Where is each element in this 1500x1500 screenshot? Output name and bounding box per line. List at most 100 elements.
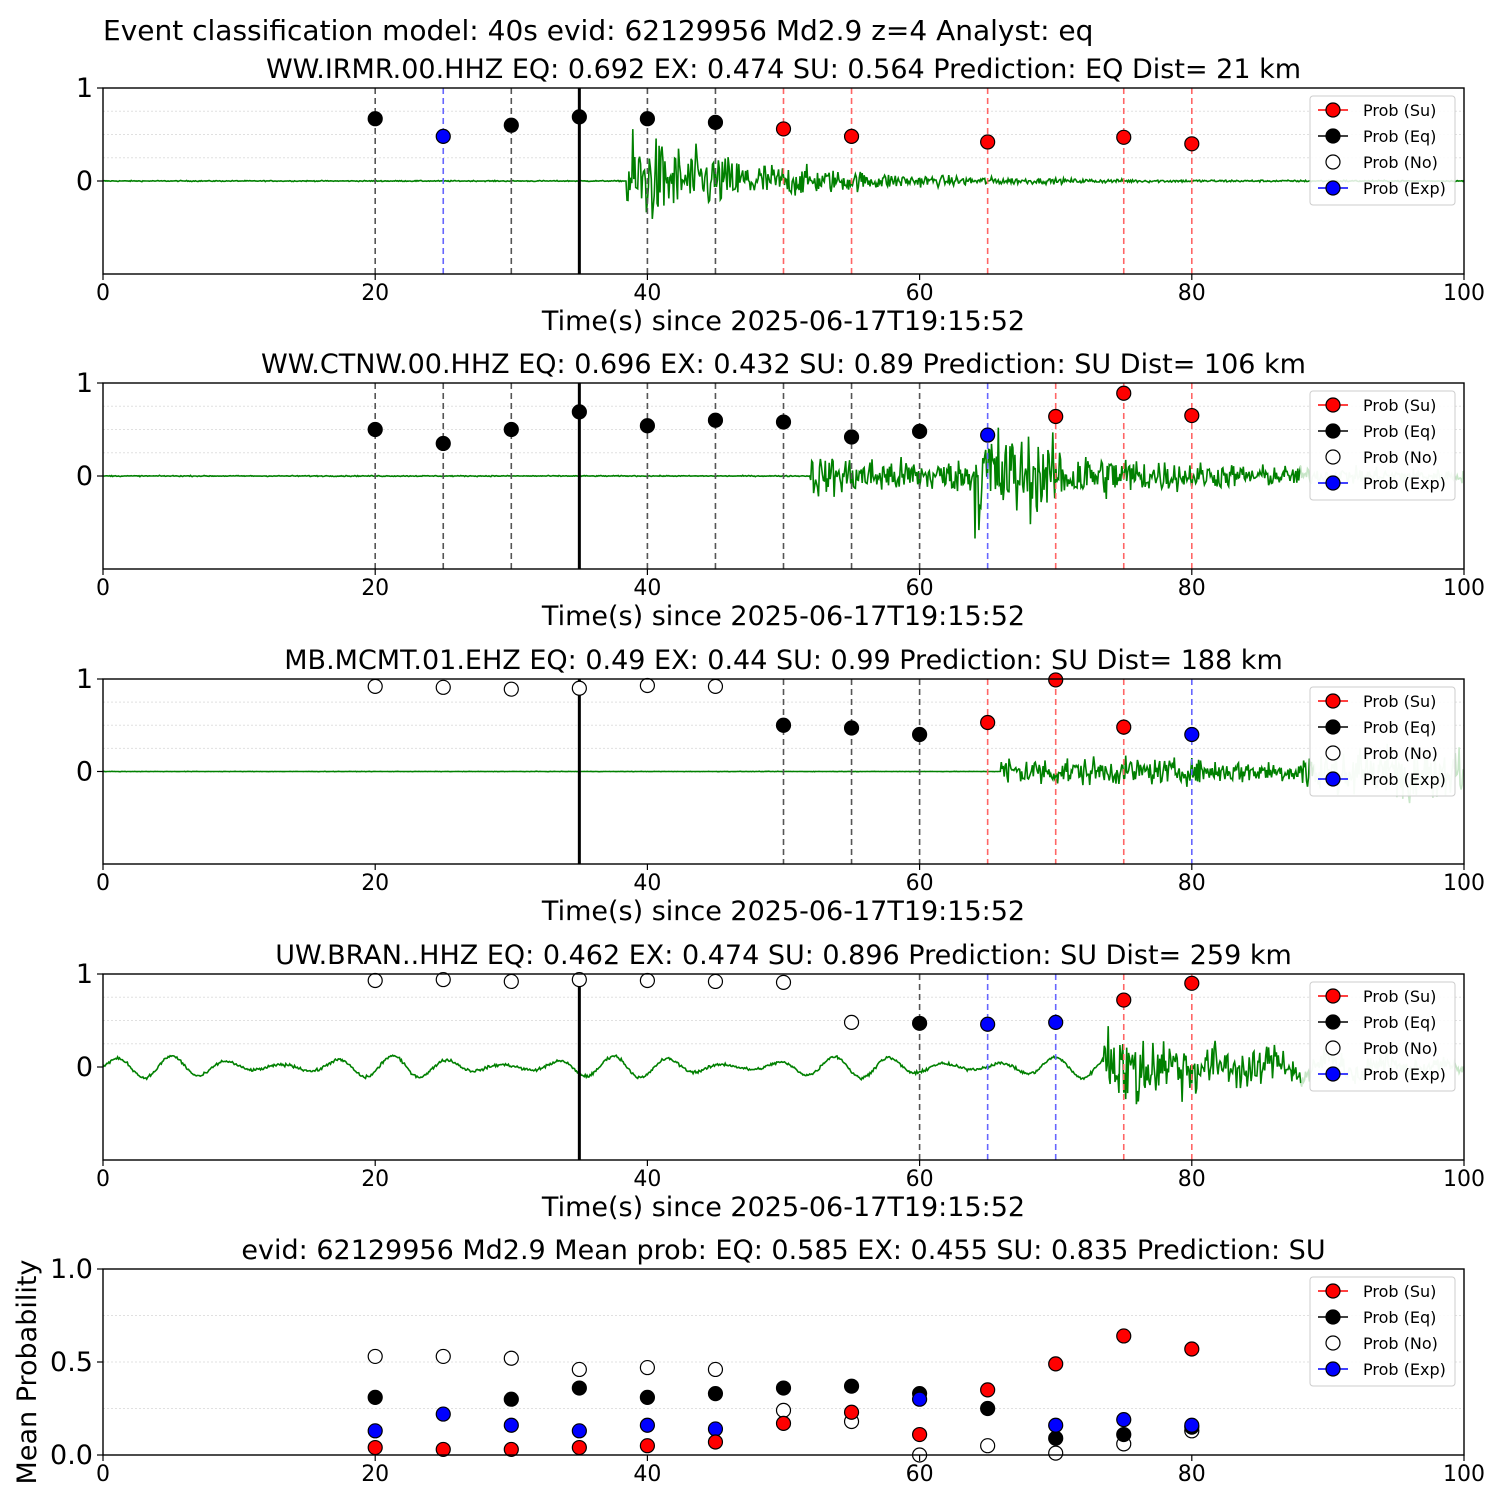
x-axis-label: Time(s) since 2025-06-17T19:15:52 xyxy=(541,601,1025,632)
y-tick-label: 0 xyxy=(76,757,93,788)
legend-label: Prob (Su) xyxy=(1363,692,1436,711)
mean-point-exp xyxy=(707,1421,724,1437)
prob-point-eq xyxy=(639,418,656,434)
panel-5: evid: 62129956 Md2.9 Mean prob: EQ: 0.58… xyxy=(12,1235,1485,1487)
panel-title: evid: 62129956 Md2.9 Mean prob: EQ: 0.58… xyxy=(241,1235,1325,1266)
panel-title: WW.CTNW.00.HHZ EQ: 0.696 EX: 0.432 SU: 0… xyxy=(261,349,1306,380)
x-tick-label: 80 xyxy=(1178,281,1206,306)
prob-point-no xyxy=(639,677,656,694)
legend-label: Prob (No) xyxy=(1363,153,1438,172)
x-tick-label: 100 xyxy=(1443,871,1485,896)
mean-point-su xyxy=(367,1439,383,1456)
legend-label: Prob (Eq) xyxy=(1363,1013,1436,1032)
mean-point-su xyxy=(435,1441,451,1458)
waveform-trace xyxy=(103,427,1302,539)
prob-point-no xyxy=(503,973,519,990)
prob-point-eq xyxy=(503,421,519,438)
prob-point-eq xyxy=(639,111,656,127)
legend-label: Prob (Eq) xyxy=(1363,718,1436,737)
prob-point-exp xyxy=(980,427,996,443)
panel-4: UW.BRAN..HHZ EQ: 0.462 EX: 0.474 SU: 0.8… xyxy=(76,940,1485,1223)
x-tick-label: 100 xyxy=(1443,1462,1485,1487)
prob-point-su xyxy=(775,121,792,137)
panel-2: WW.CTNW.00.HHZ EQ: 0.696 EX: 0.432 SU: 0… xyxy=(76,349,1485,632)
x-tick-label: 0 xyxy=(96,281,110,306)
mean-point-eq xyxy=(980,1400,996,1417)
x-tick-label: 0 xyxy=(96,576,110,601)
mean-point-exp xyxy=(367,1423,383,1439)
x-tick-label: 20 xyxy=(361,576,389,601)
legend-marker-exp xyxy=(1325,1066,1341,1082)
prob-point-su xyxy=(1116,385,1132,401)
prob-point-eq xyxy=(911,423,928,439)
mean-point-no xyxy=(367,1348,383,1365)
mean-point-eq xyxy=(1116,1426,1132,1443)
legend: Prob (Su) Prob (Eq) Prob (No) Prob (Exp) xyxy=(1309,981,1456,1092)
legend: Prob (Su) Prob (Eq) Prob (No) Prob (Exp) xyxy=(1309,95,1456,206)
y-tick-label: 0.0 xyxy=(50,1440,93,1471)
mean-point-exp xyxy=(911,1391,928,1407)
legend-marker-su xyxy=(1325,102,1341,118)
mean-point-eq xyxy=(503,1391,519,1407)
legend-box xyxy=(1309,1276,1456,1387)
mean-point-su xyxy=(775,1415,792,1431)
x-tick-label: 0 xyxy=(96,1462,110,1487)
x-tick-label: 20 xyxy=(361,1167,389,1192)
x-tick-label: 60 xyxy=(906,1462,934,1487)
mean-point-exp xyxy=(435,1406,451,1422)
waveform-trace xyxy=(103,755,1316,787)
legend-marker-no xyxy=(1325,745,1341,761)
prob-point-no xyxy=(571,971,587,988)
prob-point-exp xyxy=(1184,726,1200,743)
x-tick-label: 100 xyxy=(1443,1167,1485,1192)
legend-label: Prob (Su) xyxy=(1363,987,1436,1006)
legend-marker-su xyxy=(1325,988,1341,1004)
prob-point-no xyxy=(775,974,792,990)
prob-point-no xyxy=(435,679,451,695)
prob-point-su xyxy=(1116,129,1132,145)
mean-point-no xyxy=(571,1361,587,1378)
legend-label: Prob (No) xyxy=(1363,448,1438,467)
legend-marker-no xyxy=(1325,154,1341,170)
legend-label: Prob (No) xyxy=(1363,1334,1438,1353)
mean-point-su xyxy=(1116,1328,1132,1344)
legend-marker-eq xyxy=(1325,128,1341,144)
legend-box xyxy=(1309,686,1456,797)
legend-marker-eq xyxy=(1325,1309,1341,1325)
legend-marker-exp xyxy=(1325,1361,1341,1377)
legend-marker-eq xyxy=(1325,1014,1341,1030)
mean-point-su xyxy=(707,1434,724,1450)
legend-marker-eq xyxy=(1325,423,1341,439)
x-tick-label: 40 xyxy=(633,871,661,896)
prob-point-eq xyxy=(503,117,519,133)
legend-label: Prob (Exp) xyxy=(1363,770,1446,789)
prob-point-su xyxy=(843,128,860,144)
panel-1: WW.IRMR.00.HHZ EQ: 0.692 EX: 0.474 SU: 0… xyxy=(76,54,1485,337)
mean-point-eq xyxy=(367,1389,383,1405)
panel-title: WW.IRMR.00.HHZ EQ: 0.692 EX: 0.474 SU: 0… xyxy=(266,54,1301,85)
y-tick-label: 0 xyxy=(76,166,93,197)
mean-point-su xyxy=(843,1404,860,1420)
mean-point-exp xyxy=(1184,1417,1200,1433)
legend-label: Prob (Eq) xyxy=(1363,1308,1436,1327)
prob-point-eq xyxy=(367,421,383,438)
mean-point-su xyxy=(1184,1341,1200,1357)
legend-box xyxy=(1309,95,1456,206)
x-tick-label: 0 xyxy=(96,1167,110,1192)
prob-point-exp xyxy=(435,128,451,144)
legend-marker-exp xyxy=(1325,475,1341,491)
x-tick-label: 40 xyxy=(633,281,661,306)
prob-point-no xyxy=(639,972,656,989)
panel-title: MB.MCMT.01.EHZ EQ: 0.49 EX: 0.44 SU: 0.9… xyxy=(284,645,1283,676)
mean-point-no xyxy=(503,1350,519,1366)
mean-point-exp xyxy=(1048,1417,1064,1433)
legend-label: Prob (No) xyxy=(1363,744,1438,763)
legend-marker-no xyxy=(1325,1040,1341,1056)
y-tick-label: 0.5 xyxy=(50,1347,93,1378)
prob-point-exp xyxy=(980,1016,996,1032)
legend-label: Prob (Eq) xyxy=(1363,127,1436,146)
mean-point-no xyxy=(435,1348,451,1365)
legend-marker-no xyxy=(1325,449,1341,465)
mean-point-eq xyxy=(1048,1430,1064,1446)
prob-point-eq xyxy=(707,114,724,131)
